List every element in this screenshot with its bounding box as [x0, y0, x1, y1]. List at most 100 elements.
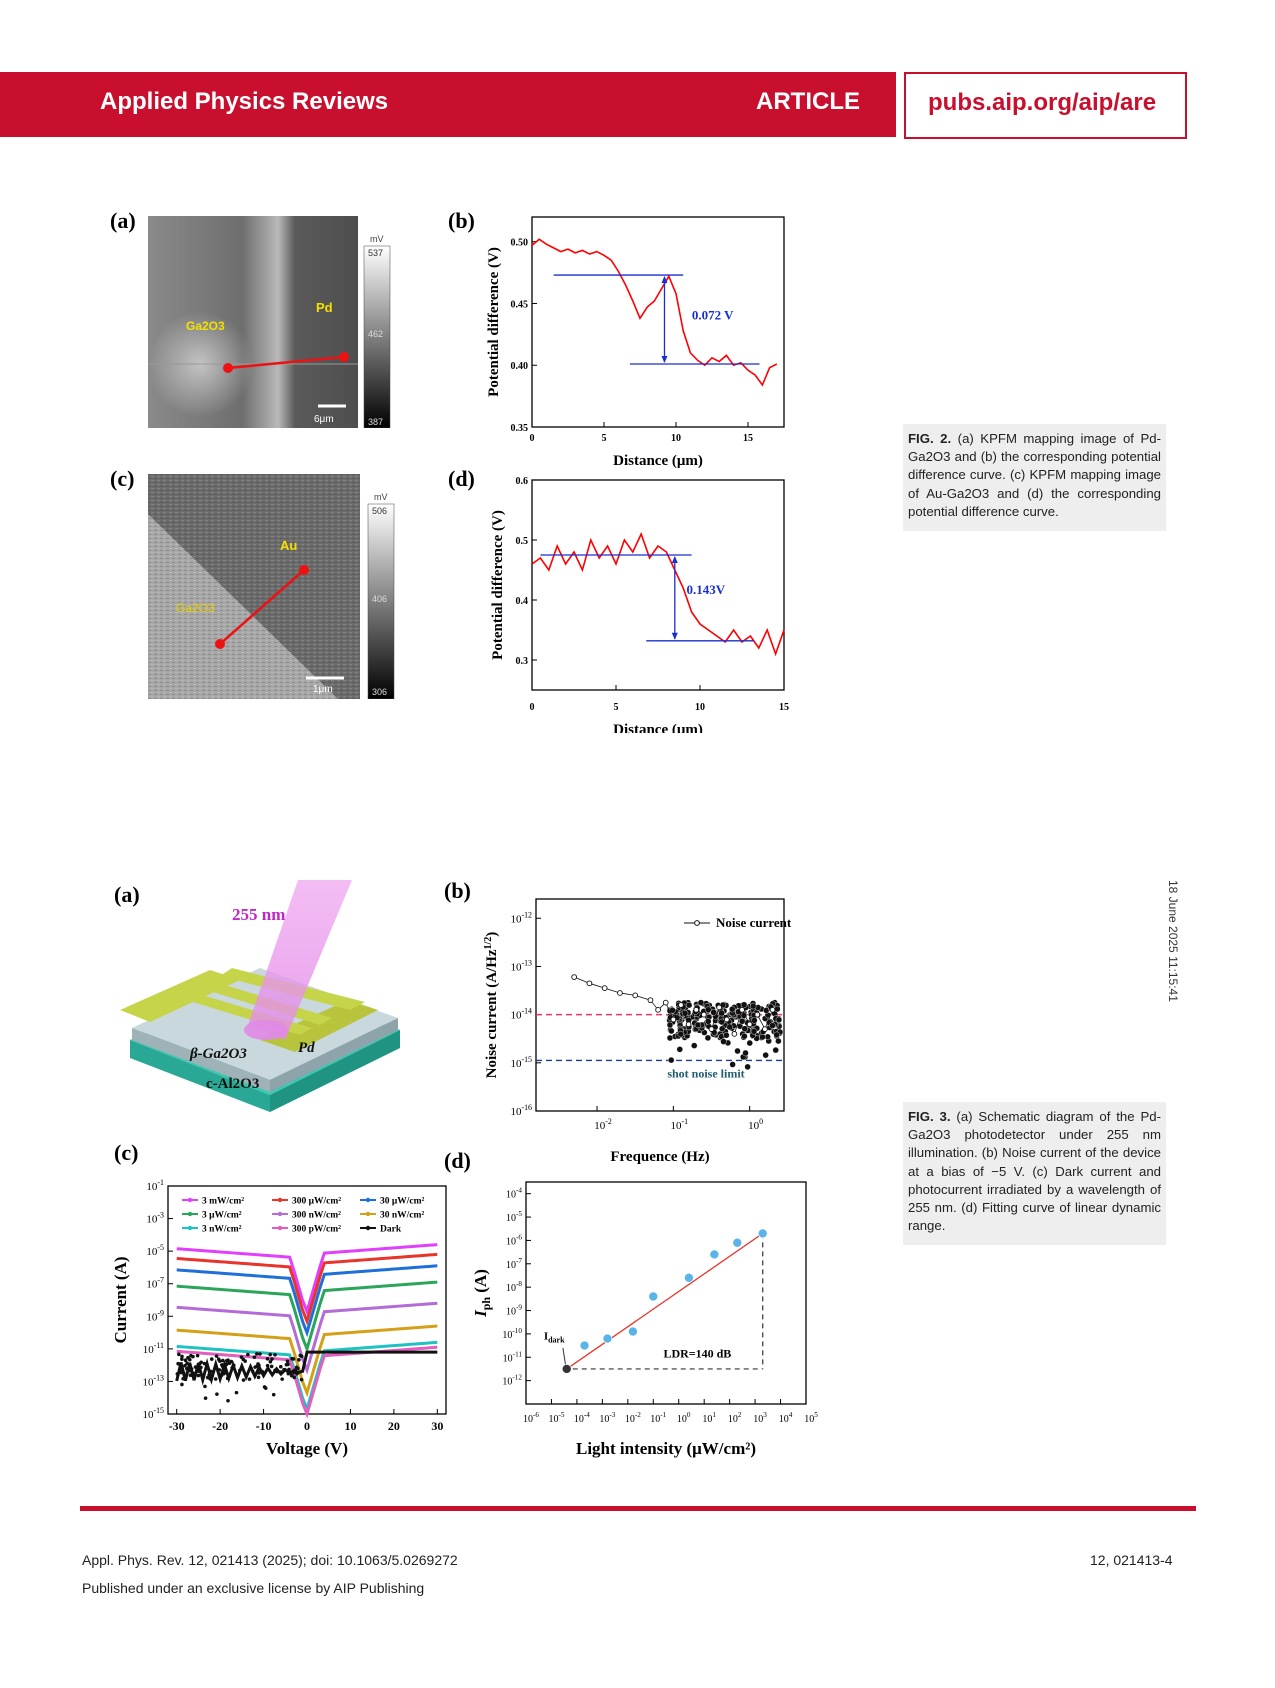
fig3d-data-point [561, 1364, 572, 1374]
fig3d-xtick-label: 10-4 [574, 1411, 590, 1425]
fig3b-data-point [571, 974, 578, 980]
fig3c-dark-point [254, 1352, 259, 1356]
fig3b-noise-point [740, 1001, 748, 1008]
fig3c-xtick-label: -20 [212, 1419, 228, 1433]
fig3c-dark-point [183, 1363, 187, 1368]
fig3b-data-point [739, 1006, 745, 1013]
fig3d-data-point [684, 1273, 694, 1283]
fig3b-noise-point [772, 1046, 779, 1054]
fig3c-dark-point [209, 1357, 214, 1361]
fig2d-xtick-label: 10 [695, 702, 705, 713]
fig3c-dark-point [252, 1355, 257, 1360]
fig3c-dark-point [258, 1352, 262, 1356]
fig3c-xtick-label: -30 [169, 1419, 185, 1433]
fig3b-noise-point [705, 1006, 712, 1013]
download-date: 18 June 2025 11:15:41 [1166, 880, 1180, 1002]
fig3c-dark-point [191, 1354, 195, 1359]
fig3c-ytick-label: 10-9 [146, 1308, 164, 1323]
journal-url-link[interactable]: pubs.aip.org/aip/are [928, 89, 1157, 116]
fig3c-dark-point [208, 1369, 213, 1374]
fig3c-legend-label: 3 mW/cm² [202, 1197, 244, 1207]
fig3b-noise-point [750, 1028, 758, 1035]
fig3b-ytick-label: 10-14 [510, 1007, 532, 1022]
fig3c-series-line [176, 1243, 438, 1317]
fig3c-dark-point [271, 1392, 276, 1397]
fig3b-ytick-label: 10-12 [510, 910, 532, 925]
fig3c-xtick-label: 20 [388, 1419, 400, 1433]
fig3c-xlabel: Voltage (V) [266, 1439, 348, 1458]
fig3d-xlabel: Light intensity (μW/cm²) [576, 1439, 756, 1458]
fig3c-dark-point [263, 1386, 268, 1390]
fig3c-dark-point [292, 1375, 297, 1380]
fig3d-xtick-label: 100 [677, 1411, 691, 1425]
fig2d-ylabel: Potential difference (V) [490, 510, 506, 660]
fig3c-dark-point [183, 1358, 188, 1362]
fig2b-ytick-label: 0.50 [511, 238, 529, 249]
fig3b-ytick-label: 10-15 [510, 1055, 532, 1070]
fig3c-xtick-label: 10 [344, 1419, 356, 1433]
fig3b-noise-point [694, 1021, 702, 1029]
fig3c-dark-point [299, 1377, 304, 1382]
fig3c-label: (c) [114, 1140, 139, 1165]
footer-rule [80, 1506, 1196, 1511]
fig3d-ytick-label: 10-7 [506, 1257, 522, 1271]
fig3b-xlabel: Frequence (Hz) [610, 1149, 709, 1165]
fig3c-series-line [176, 1280, 438, 1354]
fig3c-legend-marker [365, 1197, 371, 1203]
fig3c-dark-point [203, 1384, 207, 1389]
fig3b-xtick-label: 10-2 [594, 1117, 612, 1132]
fig2a-scalebar: 6μm [314, 414, 334, 425]
fig3c-dark-point [230, 1366, 235, 1370]
fig3d-ytick-label: 10-10 [502, 1327, 522, 1341]
fig3c-legend-marker [277, 1225, 283, 1231]
fig2-caption-text: (a) KPFM mapping image of Pd-Ga2O3 and (… [908, 431, 1161, 519]
fig3c-dark-point [275, 1369, 279, 1374]
fig2d-xtick-label: 0 [530, 702, 535, 713]
fig3d-xtick-label: 105 [804, 1411, 818, 1425]
fig3b-ylabel: Noise current (A/Hz1/2) [483, 932, 500, 1079]
footer-citation[interactable]: Appl. Phys. Rev. 12, 021413 (2025); doi:… [82, 1552, 458, 1568]
fig3d-ylabel: Iph (A) [471, 1269, 493, 1318]
fig3d-ytick-label: 10-8 [506, 1280, 522, 1294]
journal-name[interactable]: Applied Physics Reviews [100, 88, 389, 115]
fig3c-dark-point [250, 1369, 255, 1374]
fig2c-scalebar: 1μm [313, 684, 333, 695]
fig3c-ytick-label: 10-3 [146, 1211, 164, 1226]
fig3c-dark-point [187, 1368, 192, 1373]
fig3c-dark-point [188, 1373, 193, 1378]
fig3c-dark-point [217, 1368, 222, 1372]
fig3d-xtick-label: 10-6 [523, 1411, 539, 1425]
fig2d-arrow-head-down [671, 632, 678, 640]
fig3c-dark-point [268, 1359, 273, 1364]
fig3c-legend-label: 300 μW/cm² [292, 1197, 341, 1207]
fig3c-dark-point [289, 1373, 294, 1378]
fig3d-data-point [757, 1228, 768, 1239]
fig2b-xlabel: Distance (μm) [613, 453, 703, 469]
fig3c-ytick-label: 10-1 [146, 1178, 164, 1193]
fig3b-data-point [723, 1016, 730, 1023]
fig3d-idark-label: Idark [544, 1331, 565, 1345]
fig3b-data-point [762, 1026, 768, 1032]
fig2d-chart: 0 5 10 15 0.3 0.4 0.5 0.6 Distance (μm) Potential… [490, 476, 789, 733]
fig3d-ytick-label: 10-12 [502, 1374, 522, 1388]
fig3a-label: (a) [114, 882, 140, 907]
fig3c-dark-point [247, 1377, 252, 1381]
fig3b-data-point [731, 1031, 738, 1037]
fig3d-xtick-label: 103 [753, 1411, 767, 1425]
fig3b-ytick-label: 10-16 [510, 1103, 532, 1118]
fig3c-dark-point [265, 1363, 270, 1368]
fig2a-kpfm-image: Ga2O3 Pd 6μm mV 537 462 387 [148, 216, 391, 428]
fig3c-dark-point [180, 1382, 184, 1387]
fig3c-series-line [176, 1264, 438, 1338]
fig3c-dark-point [175, 1372, 180, 1376]
fig3b-noise-point [668, 1056, 675, 1064]
fig3b-data-point [662, 999, 669, 1006]
fig3-caption-label: FIG. 3. [908, 1109, 951, 1124]
fig2d-xtick-label: 15 [779, 702, 789, 713]
fig2d-series-line [531, 531, 785, 657]
fig2b-arrow-head-down [661, 356, 668, 363]
fig3b-data-point [617, 990, 623, 996]
fig2a-metal-label: Pd [316, 300, 333, 315]
fig3c-dark-point [288, 1370, 293, 1375]
fig3c-dark-point [185, 1361, 189, 1366]
